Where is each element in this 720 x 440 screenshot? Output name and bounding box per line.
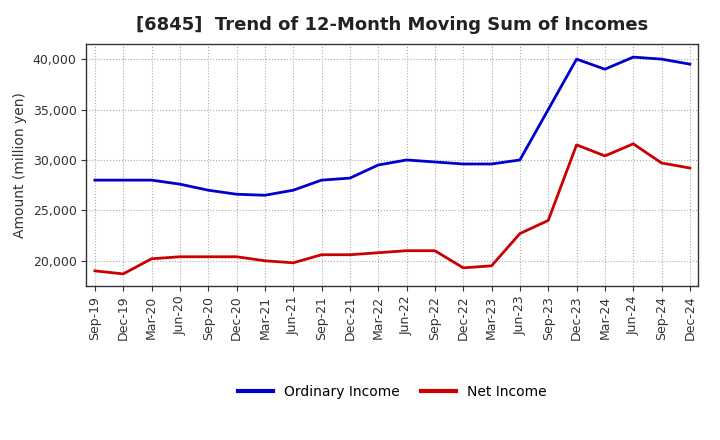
Ordinary Income <box>176 182 184 187</box>
Net Income <box>685 165 694 171</box>
Ordinary Income <box>374 162 382 168</box>
Net Income <box>148 256 156 261</box>
Net Income <box>657 160 666 165</box>
Ordinary Income <box>289 187 297 193</box>
Net Income <box>119 271 127 277</box>
Net Income <box>402 248 411 253</box>
Net Income <box>233 254 241 260</box>
Net Income <box>431 248 439 253</box>
Legend: Ordinary Income, Net Income: Ordinary Income, Net Income <box>233 380 552 405</box>
Ordinary Income <box>346 176 354 181</box>
Ordinary Income <box>487 161 496 167</box>
Line: Ordinary Income: Ordinary Income <box>95 57 690 195</box>
Ordinary Income <box>119 177 127 183</box>
Net Income <box>487 263 496 268</box>
Net Income <box>629 141 637 147</box>
Ordinary Income <box>261 193 269 198</box>
Y-axis label: Amount (million yen): Amount (million yen) <box>13 92 27 238</box>
Ordinary Income <box>544 107 552 112</box>
Net Income <box>346 252 354 257</box>
Title: [6845]  Trend of 12-Month Moving Sum of Incomes: [6845] Trend of 12-Month Moving Sum of I… <box>136 16 649 34</box>
Line: Net Income: Net Income <box>95 144 690 274</box>
Ordinary Income <box>629 55 637 60</box>
Net Income <box>572 142 581 147</box>
Net Income <box>91 268 99 274</box>
Ordinary Income <box>516 158 524 163</box>
Ordinary Income <box>657 56 666 62</box>
Net Income <box>176 254 184 260</box>
Net Income <box>459 265 467 271</box>
Ordinary Income <box>148 177 156 183</box>
Ordinary Income <box>459 161 467 167</box>
Net Income <box>318 252 326 257</box>
Net Income <box>374 250 382 255</box>
Net Income <box>544 218 552 223</box>
Net Income <box>289 260 297 265</box>
Ordinary Income <box>431 159 439 165</box>
Ordinary Income <box>685 62 694 67</box>
Net Income <box>261 258 269 264</box>
Net Income <box>516 231 524 236</box>
Ordinary Income <box>600 66 609 72</box>
Ordinary Income <box>233 191 241 197</box>
Ordinary Income <box>572 56 581 62</box>
Net Income <box>600 153 609 158</box>
Ordinary Income <box>318 177 326 183</box>
Net Income <box>204 254 212 260</box>
Ordinary Income <box>402 158 411 163</box>
Ordinary Income <box>91 177 99 183</box>
Ordinary Income <box>204 187 212 193</box>
